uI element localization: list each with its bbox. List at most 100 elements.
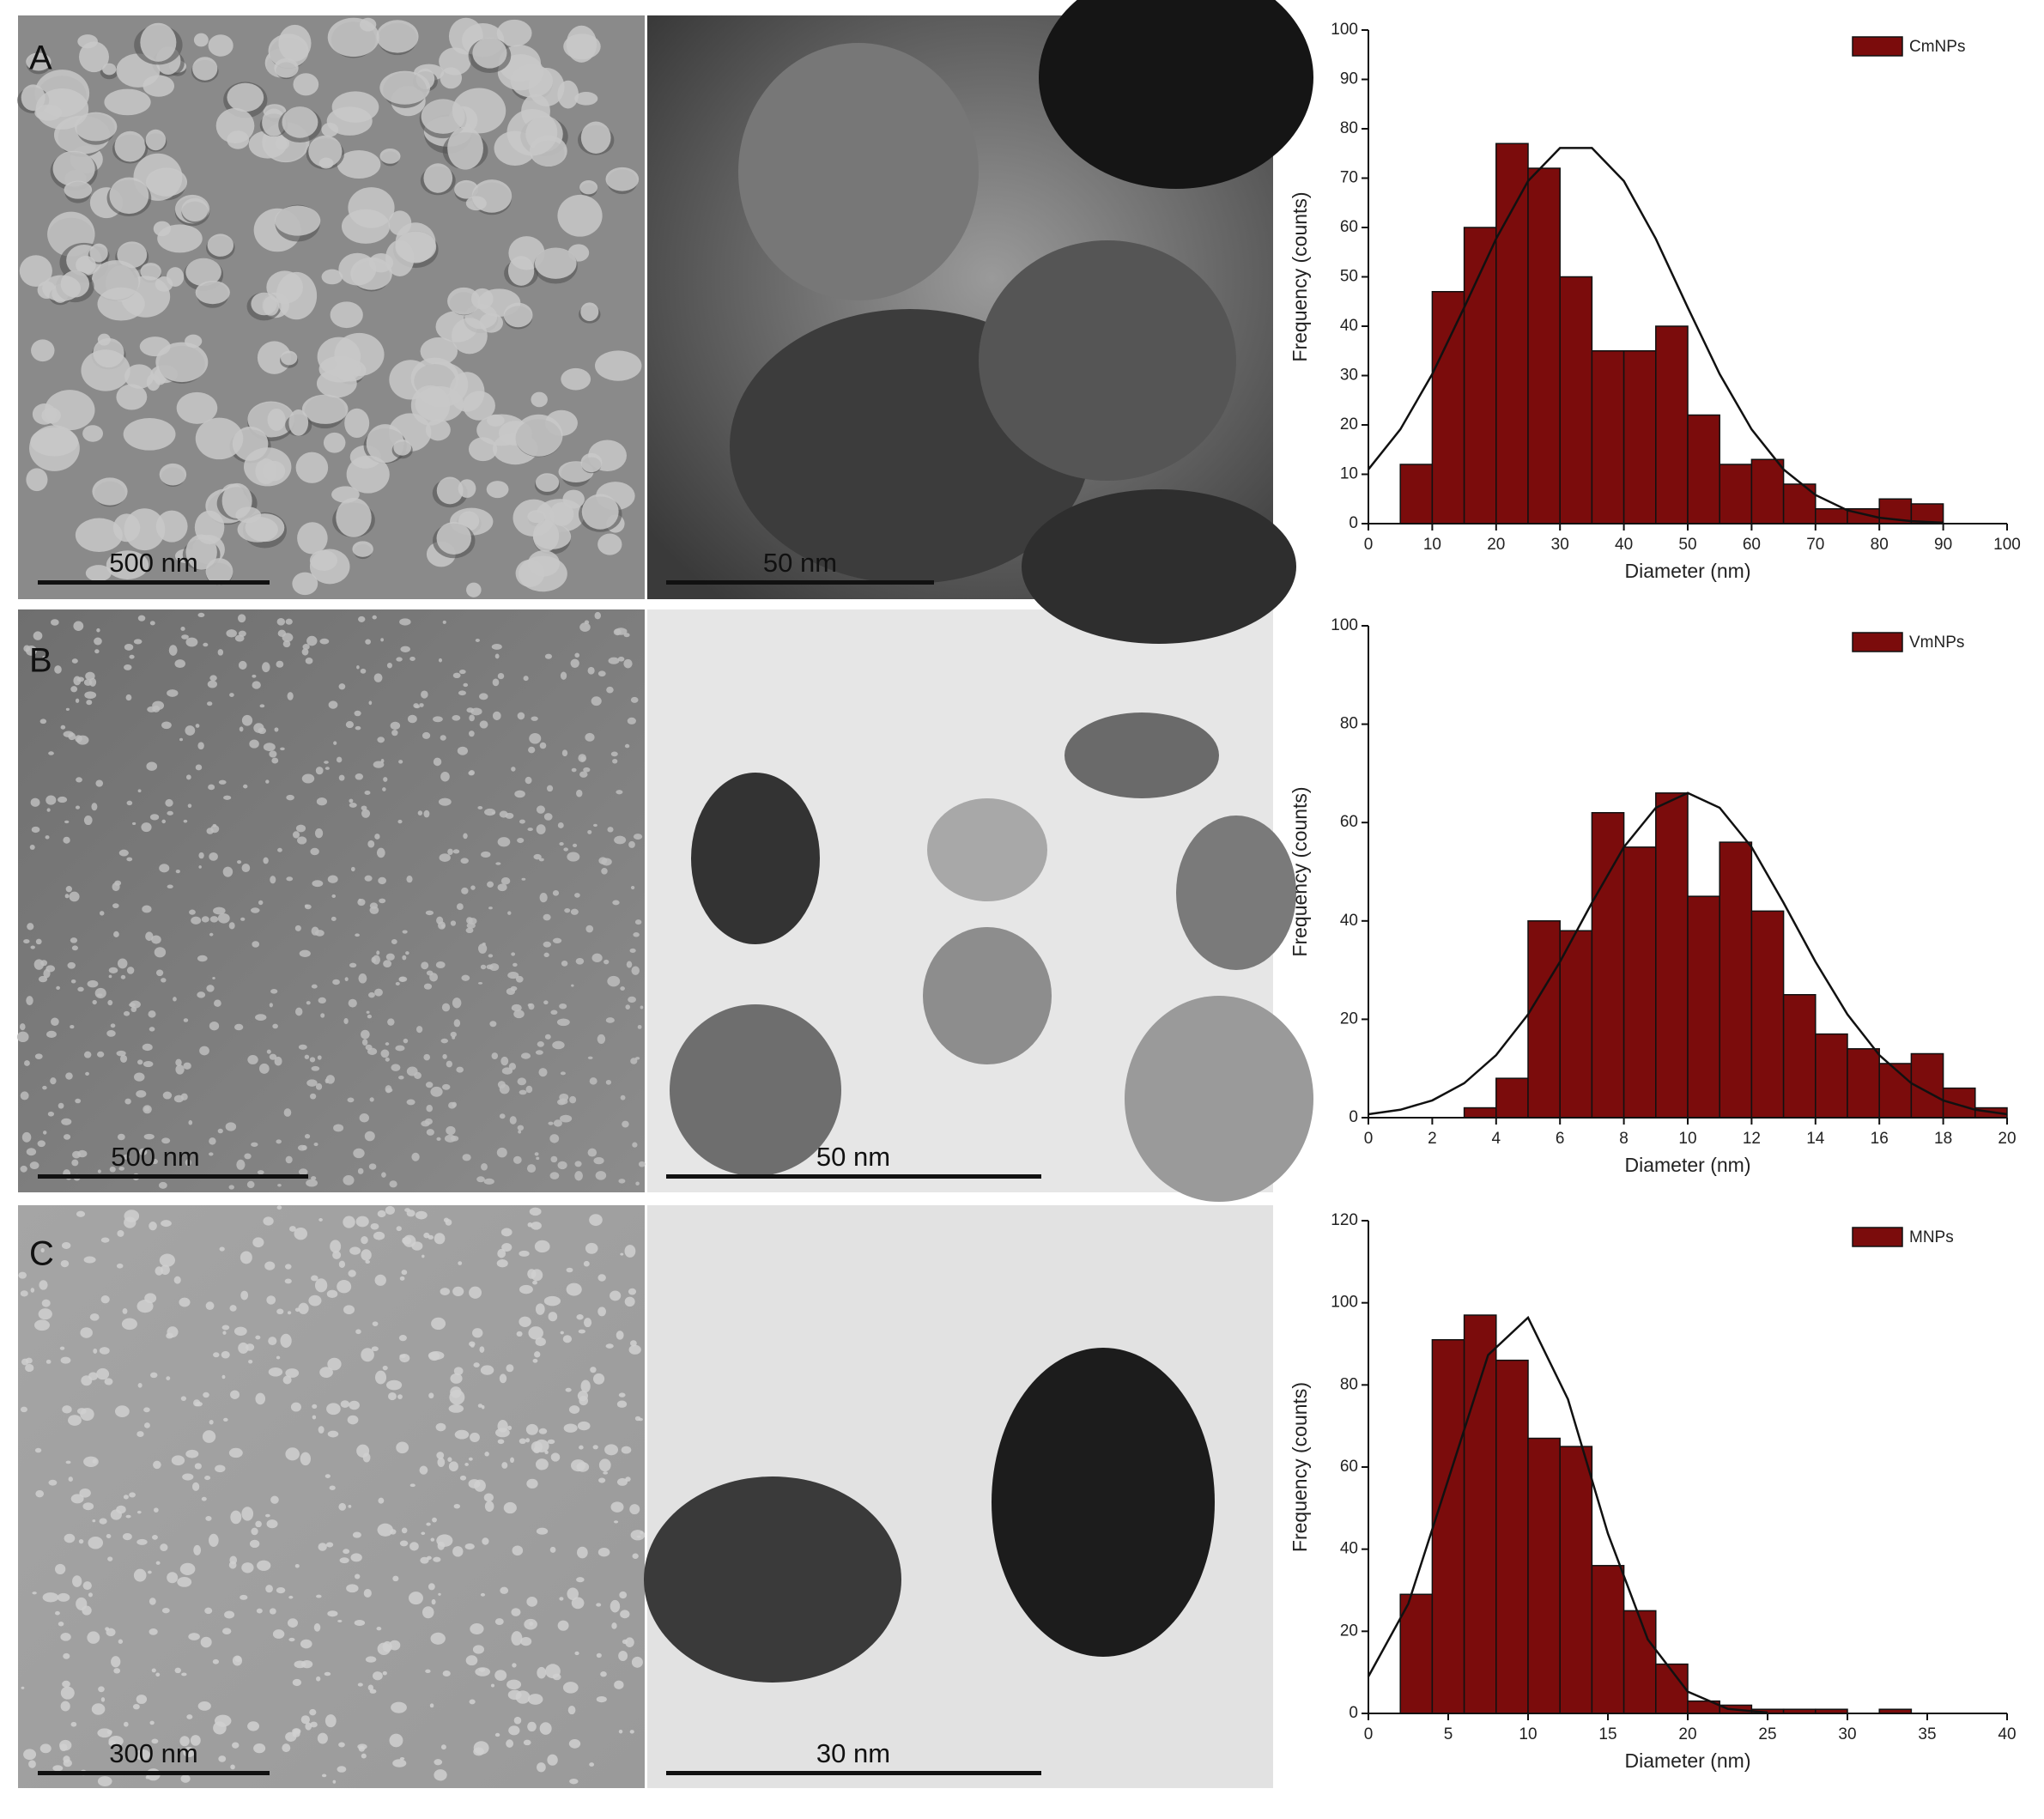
texture — [306, 635, 318, 646]
texture — [294, 1007, 303, 1016]
texture — [614, 1680, 624, 1689]
y-tick-label: 40 — [1340, 317, 1358, 335]
texture — [203, 642, 209, 647]
texture — [496, 1147, 507, 1158]
texture — [423, 1232, 430, 1239]
texture — [316, 797, 327, 806]
x-tick-label: 20 — [1487, 536, 1505, 554]
texture — [398, 1335, 407, 1342]
texture — [399, 618, 411, 626]
y-tick-label: 10 — [1340, 465, 1358, 483]
texture — [183, 819, 188, 823]
texture — [368, 252, 394, 273]
texture — [355, 725, 361, 731]
texture — [145, 129, 167, 151]
y-tick-label: 20 — [1340, 415, 1358, 434]
texture — [550, 1155, 558, 1163]
texture — [543, 1295, 561, 1307]
texture — [576, 1577, 585, 1583]
texture — [294, 1228, 308, 1240]
texture — [630, 1340, 637, 1347]
texture — [348, 187, 395, 228]
texture — [280, 1333, 292, 1349]
texture — [484, 1501, 494, 1513]
texture — [591, 696, 602, 706]
texture — [179, 1297, 191, 1307]
texture — [519, 1284, 533, 1295]
texture — [133, 1568, 147, 1582]
texture — [301, 648, 309, 656]
texture — [620, 986, 626, 991]
texture — [601, 868, 608, 875]
texture — [230, 1510, 242, 1525]
texture — [560, 1071, 566, 1076]
texture — [428, 1392, 434, 1399]
texture — [185, 1159, 191, 1167]
texture — [324, 1078, 329, 1084]
texture — [614, 835, 627, 845]
texture — [355, 933, 360, 937]
texture — [64, 894, 70, 899]
texture — [528, 746, 536, 754]
texture — [580, 452, 603, 473]
texture — [65, 707, 70, 711]
texture — [497, 837, 511, 847]
texture — [583, 767, 591, 773]
texture — [241, 863, 251, 873]
texture — [305, 658, 313, 664]
texture — [411, 1241, 423, 1251]
texture — [272, 1629, 285, 1639]
texture — [559, 1003, 567, 1010]
texture — [288, 409, 309, 436]
texture — [529, 1622, 534, 1626]
texture — [317, 1055, 322, 1060]
texture — [434, 1769, 447, 1781]
texture — [579, 771, 588, 778]
texture — [123, 664, 132, 670]
texture — [294, 1564, 300, 1568]
texture — [549, 1134, 560, 1143]
texture — [374, 988, 383, 997]
texture — [68, 1415, 82, 1426]
texture — [520, 1636, 532, 1646]
texture — [514, 414, 563, 457]
texture — [470, 885, 476, 890]
texture — [376, 20, 419, 53]
texture — [506, 108, 558, 156]
texture — [385, 1379, 403, 1391]
texture — [234, 1023, 244, 1031]
texture — [70, 1025, 75, 1029]
texture — [265, 1513, 270, 1518]
texture — [576, 789, 583, 797]
texture — [386, 662, 392, 669]
texture — [30, 945, 35, 949]
texture — [209, 1533, 219, 1548]
texture — [574, 92, 598, 106]
texture — [338, 1502, 347, 1511]
texture — [238, 630, 246, 637]
texture — [271, 757, 279, 764]
texture — [208, 34, 234, 57]
texture — [314, 930, 324, 937]
x-axis-title: Diameter (nm) — [1625, 1154, 1751, 1176]
texture — [315, 1082, 323, 1090]
texture — [240, 1290, 249, 1301]
texture — [311, 984, 318, 989]
texture — [534, 1240, 550, 1253]
texture — [519, 1250, 530, 1257]
texture — [637, 1024, 642, 1029]
texture — [464, 1463, 469, 1466]
texture — [593, 823, 597, 828]
texture — [155, 1561, 161, 1565]
texture — [378, 876, 386, 885]
texture — [109, 177, 149, 215]
texture — [126, 800, 133, 806]
texture — [61, 1118, 72, 1125]
texture — [371, 956, 377, 963]
texture — [390, 721, 401, 730]
texture — [452, 997, 462, 1009]
texture — [263, 857, 269, 864]
texture — [436, 522, 471, 555]
texture — [325, 1542, 334, 1548]
texture — [491, 644, 502, 650]
